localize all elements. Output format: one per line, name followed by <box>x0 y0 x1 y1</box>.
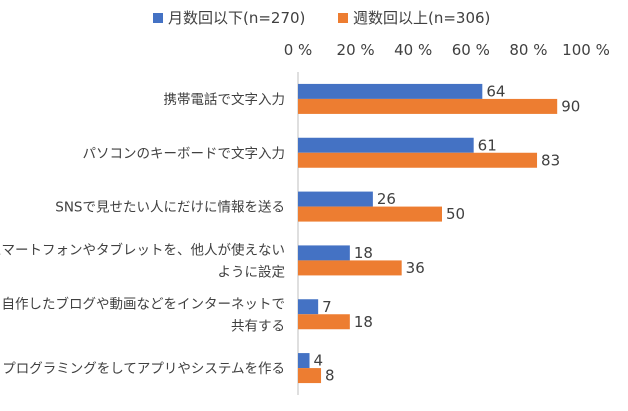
category-label: 共有する <box>231 318 285 334</box>
data-label: 4 <box>314 352 324 370</box>
category-label: ように設定 <box>218 264 286 280</box>
category-label: スマートフォンやタブレットを、他人が使えない <box>0 241 285 258</box>
data-label: 61 <box>478 136 497 154</box>
bars <box>298 83 558 384</box>
data-label: 7 <box>322 298 332 316</box>
data-labels: 64 90 61 83 26 50 18 36 7 18 48 <box>314 82 581 384</box>
data-label: 18 <box>354 244 373 262</box>
data-label: 83 <box>541 151 560 169</box>
bar-monthly <box>298 353 310 369</box>
legend-label: 週数回以上(n=306) <box>353 9 490 27</box>
data-label: 90 <box>561 97 580 115</box>
bar-weekly <box>298 152 538 168</box>
data-label: 36 <box>406 259 425 277</box>
category-label: 携帯電話で文字入力 <box>164 91 286 108</box>
category-label: パソコンのキーボードで文字入力 <box>83 146 286 162</box>
bar-monthly <box>298 137 474 153</box>
category-label: プログラミングをしてアプリやシステムを作る <box>2 361 285 377</box>
bar-weekly <box>298 260 402 276</box>
legend-label: 月数回以下(n=270) <box>168 9 305 27</box>
bar-weekly <box>298 368 322 384</box>
data-label: 50 <box>446 205 465 223</box>
x-tick-label: 20 % <box>337 41 375 59</box>
legend-swatch <box>338 13 348 23</box>
x-tick-label: 0 % <box>284 41 313 59</box>
bar-weekly <box>298 98 558 114</box>
data-label: 64 <box>486 82 505 100</box>
category-label: SNSで見せたい人にだけに情報を送る <box>55 200 285 216</box>
legend-swatch <box>153 13 163 23</box>
bar-monthly <box>298 191 373 207</box>
bar-monthly <box>298 83 483 99</box>
data-label: 8 <box>325 367 335 385</box>
x-tick-label: 80 % <box>509 41 547 59</box>
bar-weekly <box>298 314 350 330</box>
x-tick-label: 40 % <box>394 41 432 59</box>
x-tick-label: 60 % <box>452 41 490 59</box>
x-tick-label: 100 % <box>562 41 610 59</box>
legend: 月数回以下(n=270) 週数回以上(n=306) <box>153 9 490 27</box>
bar-monthly <box>298 245 350 261</box>
bar-monthly <box>298 299 319 315</box>
category-label: 自作したブログや動画などをインターネットで <box>2 295 286 312</box>
x-axis: 0 % 20 % 40 % 60 % 80 % 100 % <box>284 41 610 59</box>
data-label: 26 <box>377 190 396 208</box>
data-label: 18 <box>354 313 373 331</box>
bar-weekly <box>298 206 442 222</box>
